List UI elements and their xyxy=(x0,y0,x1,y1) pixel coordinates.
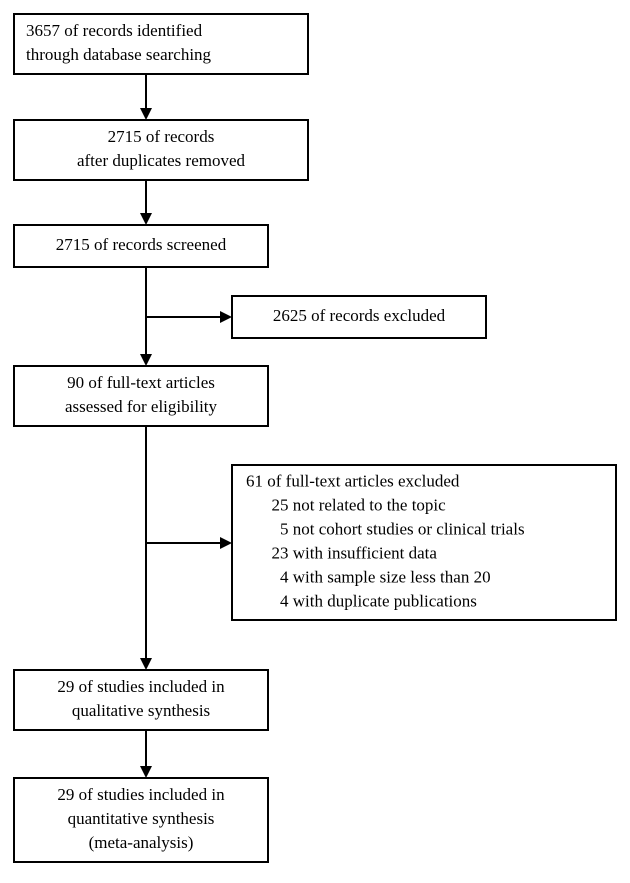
node-qualitative: 29 of studies included in qualitative syn… xyxy=(14,670,268,730)
node-label: 4 with sample size less than 20 xyxy=(246,567,491,586)
node-label: quantitative synthesis xyxy=(68,809,215,828)
node-excluded: 2625 of records excluded xyxy=(232,296,486,338)
edge-qualitative-to-quantitative xyxy=(140,730,152,778)
node-label: 90 of full-text articles xyxy=(67,373,215,392)
node-label: 25 not related to the topic xyxy=(246,495,446,514)
node-dedup: 2715 of records after duplicates removed xyxy=(14,120,308,180)
node-label: after duplicates removed xyxy=(77,151,246,170)
node-label: 29 of studies included in xyxy=(57,785,225,804)
edge-screened-to-excluded xyxy=(146,311,232,323)
node-label: through database searching xyxy=(26,45,212,64)
node-label: 2715 of records screened xyxy=(56,235,227,254)
node-fulltext: 90 of full-text articles assessed for eli… xyxy=(14,366,268,426)
edge-fulltext-to-qualitative xyxy=(140,426,152,670)
node-label: 2625 of records excluded xyxy=(273,306,446,325)
node-identified: 3657 of records identified through databa… xyxy=(14,14,308,74)
edge-identified-to-dedup xyxy=(140,74,152,120)
node-label: assessed for eligibility xyxy=(65,397,218,416)
edge-fulltext-to-ft_excluded xyxy=(146,537,232,549)
edge-dedup-to-screened xyxy=(140,180,152,225)
node-ft_excluded: 61 of full-text articles excluded 25 not… xyxy=(232,465,616,620)
node-screened: 2715 of records screened xyxy=(14,225,268,267)
node-label: 23 with insufficient data xyxy=(246,543,437,562)
node-label: 4 with duplicate publications xyxy=(246,591,477,610)
node-label: qualitative synthesis xyxy=(72,701,210,720)
node-label: 2715 of records xyxy=(108,127,215,146)
prisma-flowchart: 3657 of records identified through databa… xyxy=(0,0,630,883)
node-label: 61 of full-text articles excluded xyxy=(246,471,460,490)
node-label: 29 of studies included in xyxy=(57,677,225,696)
node-label: (meta-analysis) xyxy=(89,833,194,852)
node-quantitative: 29 of studies included in quantitative sy… xyxy=(14,778,268,862)
node-label: 3657 of records identified xyxy=(26,21,203,40)
node-label: 5 not cohort studies or clinical trials xyxy=(246,519,525,538)
